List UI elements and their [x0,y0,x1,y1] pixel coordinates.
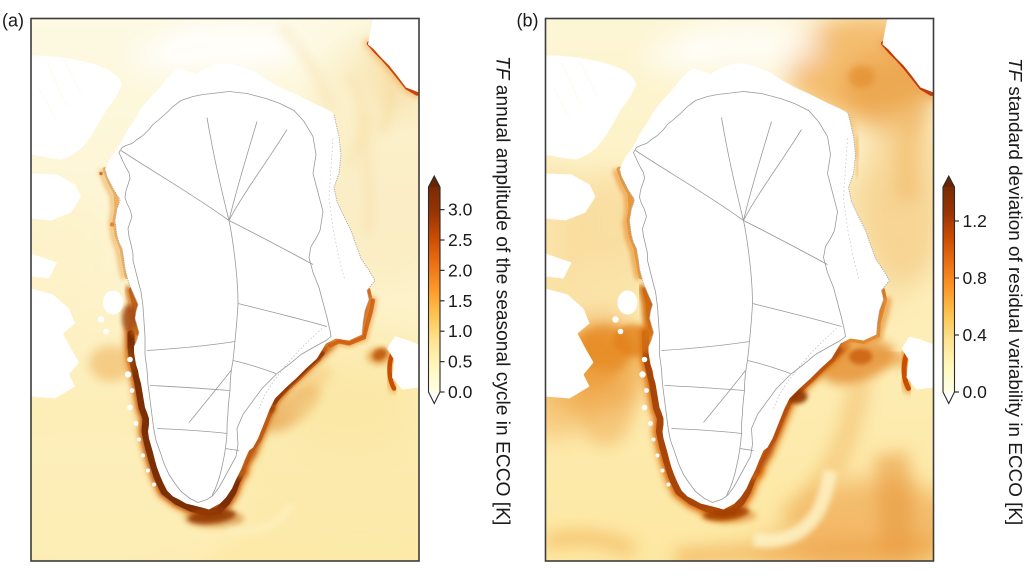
svg-text:(a): (a) [2,11,24,31]
svg-text:(b): (b) [517,11,539,31]
svg-text:TF standard deviation of resid: TF standard deviation of residual variab… [1004,58,1024,525]
svg-text:1.2: 1.2 [963,211,987,231]
svg-text:0.0: 0.0 [448,382,473,402]
svg-text:TF annual amplitude of the sea: TF annual amplitude of the seasonal cycl… [492,56,513,525]
svg-text:2.0: 2.0 [448,260,473,280]
svg-text:2.5: 2.5 [448,230,472,250]
svg-text:0.8: 0.8 [963,268,987,288]
svg-text:3.0: 3.0 [448,200,473,220]
svg-text:1.0: 1.0 [448,321,473,341]
svg-text:0.5: 0.5 [448,352,472,372]
svg-text:0.0: 0.0 [963,382,988,402]
svg-text:1.5: 1.5 [448,291,472,311]
svg-text:0.4: 0.4 [963,325,988,345]
